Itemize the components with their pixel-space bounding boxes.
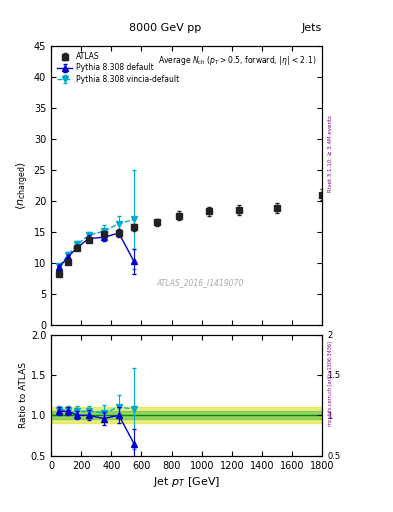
X-axis label: Jet $p_T$ [GeV]: Jet $p_T$ [GeV] xyxy=(153,475,220,489)
Y-axis label: Ratio to ATLAS: Ratio to ATLAS xyxy=(19,362,28,428)
Text: 8000 GeV pp: 8000 GeV pp xyxy=(129,23,201,33)
Text: Average $N_{\rm ch}$ ($p_T$$>$0.5, forward, $|\eta|$ < 2.1): Average $N_{\rm ch}$ ($p_T$$>$0.5, forwa… xyxy=(158,54,317,68)
Legend: ATLAS, Pythia 8.308 default, Pythia 8.308 vincia-default: ATLAS, Pythia 8.308 default, Pythia 8.30… xyxy=(55,50,182,86)
Text: Rivet 3.1.10; ≥ 3.4M events: Rivet 3.1.10; ≥ 3.4M events xyxy=(328,115,333,192)
Text: Jets: Jets xyxy=(302,23,322,33)
Y-axis label: $\langle n_{\rm charged}\rangle$: $\langle n_{\rm charged}\rangle$ xyxy=(15,161,31,210)
Text: ATLAS_2016_I1419070: ATLAS_2016_I1419070 xyxy=(156,279,244,287)
Text: mcplots.cern.ch [arXiv:1306.3436]: mcplots.cern.ch [arXiv:1306.3436] xyxy=(328,342,333,426)
